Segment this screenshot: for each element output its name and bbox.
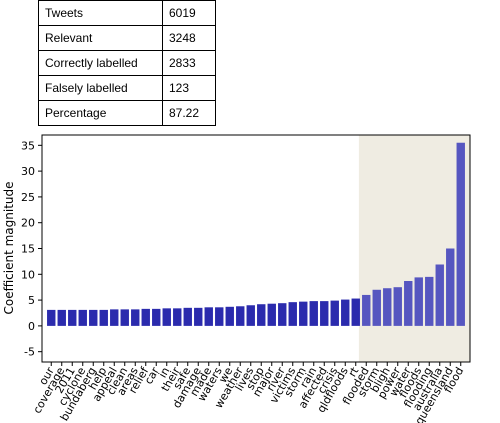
bar [320, 301, 329, 326]
bar [435, 264, 444, 326]
bar [267, 303, 276, 326]
bar [456, 142, 465, 326]
bar [362, 294, 371, 326]
cell: Falsely labelled [38, 75, 163, 101]
cell: 3248 [162, 25, 216, 51]
bar [204, 307, 213, 326]
bar [309, 301, 318, 326]
bar [68, 309, 77, 326]
stats-table: Tweets 6019 Relevant 3248 Correctly labell… [38, 0, 216, 126]
bar [152, 308, 161, 326]
row: Tweets 6019 [38, 0, 216, 26]
bar [278, 303, 287, 326]
bar [110, 309, 119, 326]
y-axis-label: Coefficient magnitude [2, 181, 16, 314]
y-tick-label: 20 [21, 217, 35, 230]
bar [131, 309, 140, 326]
bar [183, 307, 192, 326]
cell: Percentage [38, 100, 163, 126]
bar [89, 309, 98, 326]
bar [288, 302, 297, 326]
bar [47, 309, 56, 326]
bar [246, 305, 255, 326]
bar [383, 288, 392, 326]
bar [330, 300, 339, 326]
bar [414, 277, 423, 326]
y-tick-label: 30 [21, 165, 35, 178]
bar [299, 301, 308, 326]
row: Falsely labelled 123 [38, 75, 216, 101]
bar [173, 308, 182, 326]
y-tick-label: -5 [24, 346, 35, 359]
cell: 123 [162, 75, 216, 101]
bar [372, 289, 381, 326]
bar [78, 309, 87, 326]
cell: 2833 [162, 50, 216, 76]
bar [162, 308, 171, 326]
plot-frame [41, 134, 471, 363]
bar [393, 287, 402, 326]
cell: 6019 [162, 0, 216, 26]
bar [404, 281, 413, 326]
bar [446, 248, 455, 326]
bar [141, 308, 150, 326]
y-tick-label: 10 [21, 268, 35, 281]
bar [351, 298, 360, 326]
row: Percentage 87.22 [38, 100, 216, 126]
bar [57, 309, 66, 326]
bar [225, 306, 234, 326]
row: Correctly labelled 2833 [38, 50, 216, 76]
bar [341, 299, 350, 326]
bar [120, 309, 129, 326]
bar [215, 307, 224, 326]
y-tick-label: 15 [21, 243, 35, 256]
y-tick-label: 25 [21, 191, 35, 204]
y-tick-label: 35 [21, 139, 35, 152]
cell: 87.22 [162, 100, 216, 126]
y-tick-label: 5 [28, 294, 35, 307]
bar [425, 276, 434, 326]
bar [236, 306, 245, 326]
cell: Tweets [38, 0, 163, 26]
bar [194, 307, 203, 326]
bar [99, 309, 108, 326]
bar [257, 304, 266, 326]
y-tick-label: 0 [28, 320, 35, 333]
